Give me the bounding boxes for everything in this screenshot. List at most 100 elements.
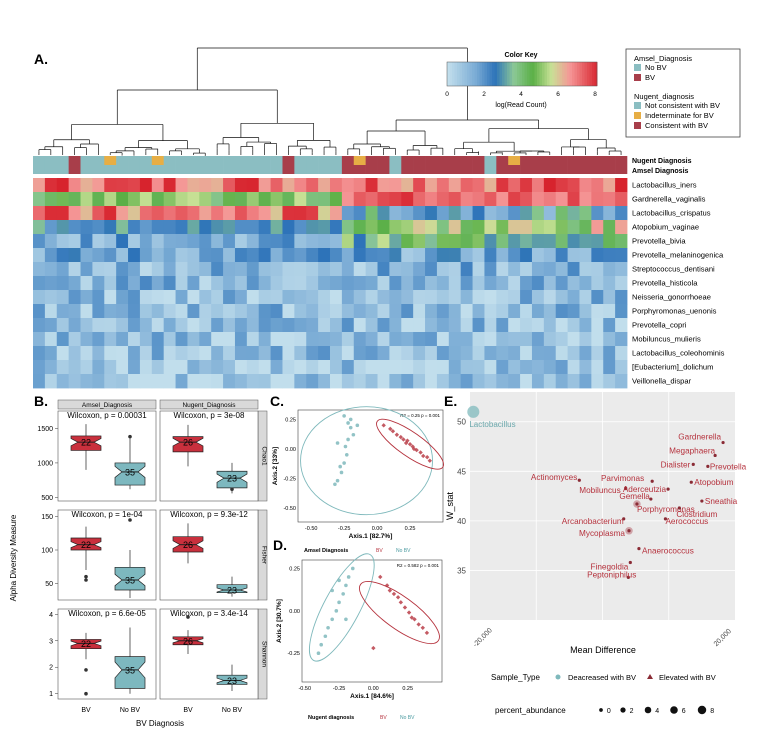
color-key-swatch <box>557 62 560 86</box>
amsel-annotation-cell <box>199 165 212 174</box>
heatmap-cell <box>175 206 188 221</box>
heatmap-cell <box>330 304 343 319</box>
heatmap-cell <box>591 248 604 263</box>
heatmap-cell <box>413 360 426 375</box>
heatmap-cell <box>543 206 557 221</box>
heatmap-cell <box>472 220 485 235</box>
heatmap-cell <box>401 192 414 207</box>
heatmap-cell <box>258 262 271 277</box>
heatmap-cell <box>318 290 331 305</box>
panel-e-point-label: Mobiluncus <box>579 486 620 495</box>
heatmap-cell <box>128 332 141 347</box>
heatmap-cell <box>44 262 58 277</box>
color-key-swatch <box>472 62 475 86</box>
legend-item-label: Not consistent with BV <box>645 101 720 110</box>
heatmap-cell <box>520 262 533 277</box>
panel-e-point-label: Porphyromonas <box>637 505 695 514</box>
heatmap-cell <box>567 276 580 291</box>
heatmap-cell <box>591 234 604 249</box>
heatmap-row-label: Lactobacillus_crispatus <box>632 209 711 218</box>
heatmap-cell <box>294 262 307 277</box>
heatmap-cell <box>413 304 426 319</box>
pcoa-point-bv <box>411 446 417 452</box>
nugent-annotation-cell <box>484 156 497 165</box>
color-key-swatch <box>534 62 538 86</box>
color-key-swatch <box>589 62 593 86</box>
nugent-annotation-cell <box>139 156 153 165</box>
heatmap-cell <box>92 220 105 235</box>
heatmap-cell <box>56 234 70 249</box>
nugent-annotation-cell <box>353 156 366 165</box>
heatmap-cell <box>211 276 224 291</box>
heatmap-cell <box>484 318 497 333</box>
heatmap-cell <box>44 374 58 389</box>
nugent-annotation-cell <box>246 156 260 165</box>
heatmap-cell <box>258 346 271 361</box>
heatmap-cell <box>80 290 93 305</box>
box-outlier <box>84 574 88 579</box>
heatmap-cell <box>496 374 509 389</box>
heatmap-cell <box>484 360 497 375</box>
panel-e-xtick-label: -20,000 <box>472 627 494 649</box>
heatmap-cell <box>591 374 604 389</box>
heatmap-cell <box>365 374 378 389</box>
nugent-annotation-cell <box>555 156 568 165</box>
heatmap-cell <box>282 332 295 347</box>
heatmap-cell <box>496 346 509 361</box>
heatmap-cell <box>472 332 485 347</box>
heatmap-cell <box>68 360 81 375</box>
color-key-swatch <box>582 62 585 86</box>
heatmap-cell <box>187 276 200 291</box>
heatmap-cell <box>294 332 307 347</box>
heatmap-cell <box>353 318 367 333</box>
heatmap-cell <box>211 220 224 235</box>
panel-e-xlabel: Mean Difference <box>570 645 636 655</box>
heatmap-cell <box>436 346 450 361</box>
heatmap-cell <box>151 304 165 319</box>
heatmap-cell <box>318 248 331 263</box>
heatmap-cell <box>294 304 307 319</box>
heatmap-cell <box>258 248 271 263</box>
heatmap-cell <box>187 360 200 375</box>
heatmap-cell <box>116 192 129 207</box>
heatmap-cell <box>234 192 248 207</box>
heatmap-cell <box>234 276 248 291</box>
amsel-annotation-cell <box>460 165 473 174</box>
heatmap-cell <box>92 360 105 375</box>
heatmap-cell <box>496 360 509 375</box>
panel-e-point-elevated <box>663 517 668 521</box>
heatmap-cell <box>68 318 81 333</box>
heatmap-cell <box>353 304 367 319</box>
pcoa-point-bv <box>406 610 412 615</box>
pcoa-point-nobv <box>333 482 337 487</box>
pcoa-point-bv <box>391 591 397 597</box>
heatmap-cell <box>282 220 295 235</box>
heatmap-cell <box>341 332 355 347</box>
heatmap-cell <box>246 234 260 249</box>
heatmap-row-label: Veillonella_dispar <box>632 377 692 386</box>
heatmap-cell <box>377 234 390 249</box>
heatmap-cell <box>508 206 521 221</box>
heatmap-cell <box>56 206 70 221</box>
heatmap-cell <box>615 318 628 333</box>
heatmap-row-label: Lactobacillus_coleohominis <box>632 349 725 358</box>
heatmap-cell <box>436 262 450 277</box>
heatmap-cell <box>425 374 438 389</box>
box-body <box>70 537 102 551</box>
heatmap-cell <box>460 332 473 347</box>
color-key-swatch <box>457 62 460 86</box>
heatmap-cell <box>151 346 165 361</box>
heatmap-cell <box>520 178 533 193</box>
heatmap-cell <box>56 332 70 347</box>
heatmap-cell <box>508 290 521 305</box>
heatmap-cell <box>199 318 212 333</box>
heatmap-row-label: Atopobium_vaginae <box>632 223 699 232</box>
heatmap-cell <box>187 332 200 347</box>
nugent-annotation-cell <box>567 156 580 165</box>
heatmap-cell <box>353 374 367 389</box>
boxplot-ytick-label: 1000 <box>37 460 53 467</box>
heatmap-cell <box>270 276 283 291</box>
heatmap-cell <box>508 346 521 361</box>
heatmap-cell <box>44 304 58 319</box>
heatmap-cell <box>377 304 390 319</box>
